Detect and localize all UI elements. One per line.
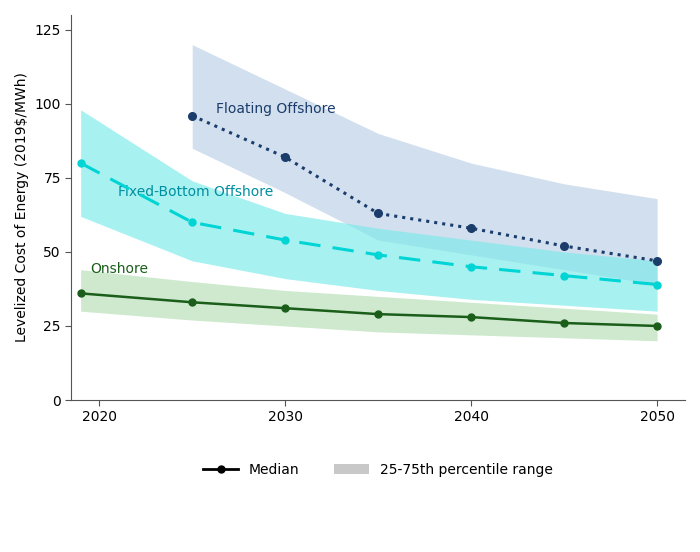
Text: Floating Offshore: Floating Offshore — [216, 102, 336, 116]
Legend: Median, 25-75th percentile range: Median, 25-75th percentile range — [197, 457, 559, 482]
Text: Fixed-Bottom Offshore: Fixed-Bottom Offshore — [118, 184, 273, 199]
Text: Onshore: Onshore — [90, 262, 148, 275]
Y-axis label: Levelized Cost of Energy (2019$/MWh): Levelized Cost of Energy (2019$/MWh) — [15, 72, 29, 342]
